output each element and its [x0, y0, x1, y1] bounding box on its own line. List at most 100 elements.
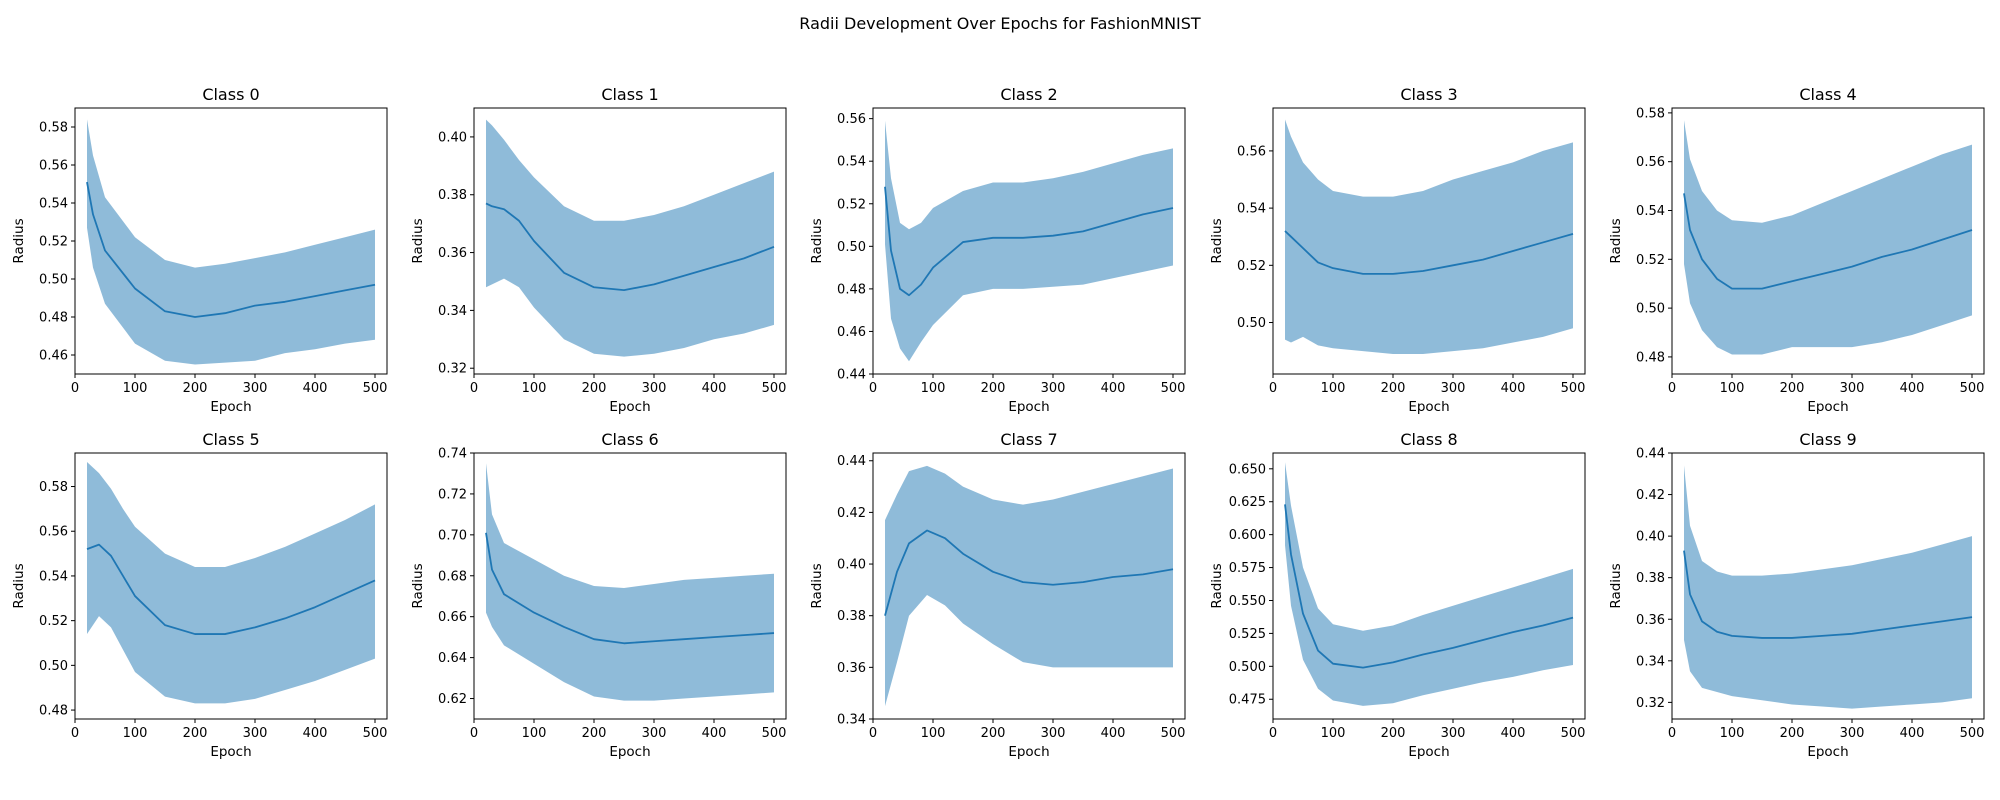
x-tick-label: 500 [1960, 726, 1985, 741]
x-tick-label: 300 [642, 726, 667, 741]
x-tick-label: 400 [1501, 381, 1526, 396]
x-tick-label: 400 [702, 381, 727, 396]
x-tick-label: 100 [522, 726, 547, 741]
y-tick-label: 0.48 [1636, 350, 1665, 365]
x-tick-label: 300 [243, 381, 268, 396]
y-tick-label: 0.48 [39, 311, 68, 326]
mean-line [1683, 193, 1973, 290]
x-axis-label: Epoch [210, 399, 251, 415]
subplot-6: 0 100 200 300 400 500 0.62 0.64 0.66 0.68 0.70 0.72… [410, 430, 787, 760]
y-tick-label: 0.54 [1237, 202, 1266, 217]
x-tick-label: 300 [1041, 381, 1066, 396]
y-tick-label: 0.54 [1636, 204, 1665, 219]
x-tick-label: 200 [981, 726, 1006, 741]
y-tick-label: 0.525 [1229, 627, 1266, 642]
y-tick-label: 0.50 [1237, 316, 1266, 331]
y-tick-label: 0.36 [1636, 613, 1665, 628]
y-tick-label: 0.72 [438, 487, 467, 502]
axes-frame [1272, 452, 1586, 720]
mean-line [1284, 230, 1574, 275]
y-tick-label: 0.52 [39, 235, 68, 250]
x-tick-label: 0 [71, 726, 79, 741]
y-axis-label: Radius [410, 563, 426, 608]
y-tick-label: 0.34 [438, 304, 467, 319]
x-tick-label: 0 [71, 381, 79, 396]
x-tick-label: 100 [1321, 381, 1346, 396]
x-tick-label: 200 [1780, 381, 1805, 396]
x-tick-label: 200 [582, 726, 607, 741]
y-tick-label: 0.46 [39, 349, 68, 364]
subplot-0: 0 100 200 300 400 500 0.46 0.48 0.50 0.52 0.54 0.56… [11, 85, 388, 415]
x-tick-label: 500 [762, 381, 787, 396]
y-tick-label: 0.66 [438, 610, 467, 625]
axes-frame [74, 452, 388, 720]
std-band [885, 465, 1173, 707]
x-tick-label: 100 [921, 381, 946, 396]
subplot-4: 0 100 200 300 400 500 0.48 0.50 0.52 0.54 0.56 0.58… [1608, 85, 1985, 415]
y-tick-label: 0.600 [1229, 528, 1266, 543]
x-tick-label: 400 [1501, 726, 1526, 741]
x-tick-label: 200 [183, 726, 208, 741]
x-tick-label: 0 [869, 726, 877, 741]
y-tick-label: 0.74 [438, 447, 467, 462]
subplot-grid: 0 100 200 300 400 500 0.46 0.48 0.50 0.52 0.54 0.56… [11, 85, 1985, 760]
y-tick-label: 0.50 [39, 659, 68, 674]
x-axis-label: Epoch [609, 399, 650, 415]
x-tick-label: 100 [1720, 381, 1745, 396]
mean-line [485, 202, 775, 292]
y-tick-label: 0.48 [837, 282, 866, 297]
y-tick-label: 0.40 [837, 558, 866, 573]
mean-line [884, 529, 1174, 616]
x-tick-label: 300 [1041, 726, 1066, 741]
std-band [87, 461, 375, 704]
subplot-title: Class 2 [1000, 85, 1057, 104]
x-tick-label: 200 [1780, 726, 1805, 741]
y-tick-label: 0.40 [438, 130, 467, 145]
x-tick-label: 500 [762, 726, 787, 741]
x-tick-label: 500 [363, 381, 388, 396]
y-tick-label: 0.50 [1636, 302, 1665, 317]
x-tick-label: 0 [470, 726, 478, 741]
axes-frame [473, 107, 787, 375]
subplot-title: Class 5 [202, 430, 259, 449]
y-tick-label: 0.44 [837, 454, 866, 469]
y-tick-label: 0.52 [39, 614, 68, 629]
y-tick-label: 0.650 [1229, 462, 1266, 477]
axes-frame [1671, 452, 1985, 720]
x-tick-label: 200 [981, 381, 1006, 396]
axes-frame [872, 107, 1186, 375]
x-tick-label: 0 [1668, 381, 1676, 396]
y-tick-label: 0.38 [438, 188, 467, 203]
std-band [87, 119, 375, 365]
subplot-title: Class 6 [601, 430, 658, 449]
y-axis-label: Radius [11, 563, 27, 608]
y-tick-label: 0.34 [1636, 654, 1665, 669]
y-tick-label: 0.44 [1636, 447, 1665, 462]
x-tick-label: 0 [1668, 726, 1676, 741]
x-tick-label: 300 [1441, 381, 1466, 396]
y-tick-label: 0.38 [1636, 571, 1665, 586]
x-tick-label: 200 [1381, 726, 1406, 741]
x-tick-label: 300 [642, 381, 667, 396]
y-axis-label: Radius [11, 218, 27, 263]
y-tick-label: 0.42 [1636, 488, 1665, 503]
x-axis-label: Epoch [1008, 399, 1049, 415]
x-tick-label: 200 [582, 381, 607, 396]
y-axis-label: Radius [1608, 218, 1624, 263]
y-tick-label: 0.42 [837, 506, 866, 521]
std-band [1684, 120, 1972, 355]
x-tick-label: 100 [1321, 726, 1346, 741]
subplot-title: Class 1 [601, 85, 658, 104]
y-tick-label: 0.550 [1229, 594, 1266, 609]
y-tick-label: 0.575 [1229, 561, 1266, 576]
subplot-1: 0 100 200 300 400 500 0.32 0.34 0.36 0.38 0.40 Clas… [410, 85, 787, 415]
y-tick-label: 0.52 [1636, 253, 1665, 268]
y-axis-label: Radius [809, 563, 825, 608]
y-tick-label: 0.68 [438, 569, 467, 584]
x-tick-label: 400 [303, 381, 328, 396]
std-band [1285, 119, 1573, 354]
subplot-title: Class 8 [1400, 430, 1457, 449]
x-tick-label: 400 [1101, 381, 1126, 396]
std-band [486, 119, 774, 357]
